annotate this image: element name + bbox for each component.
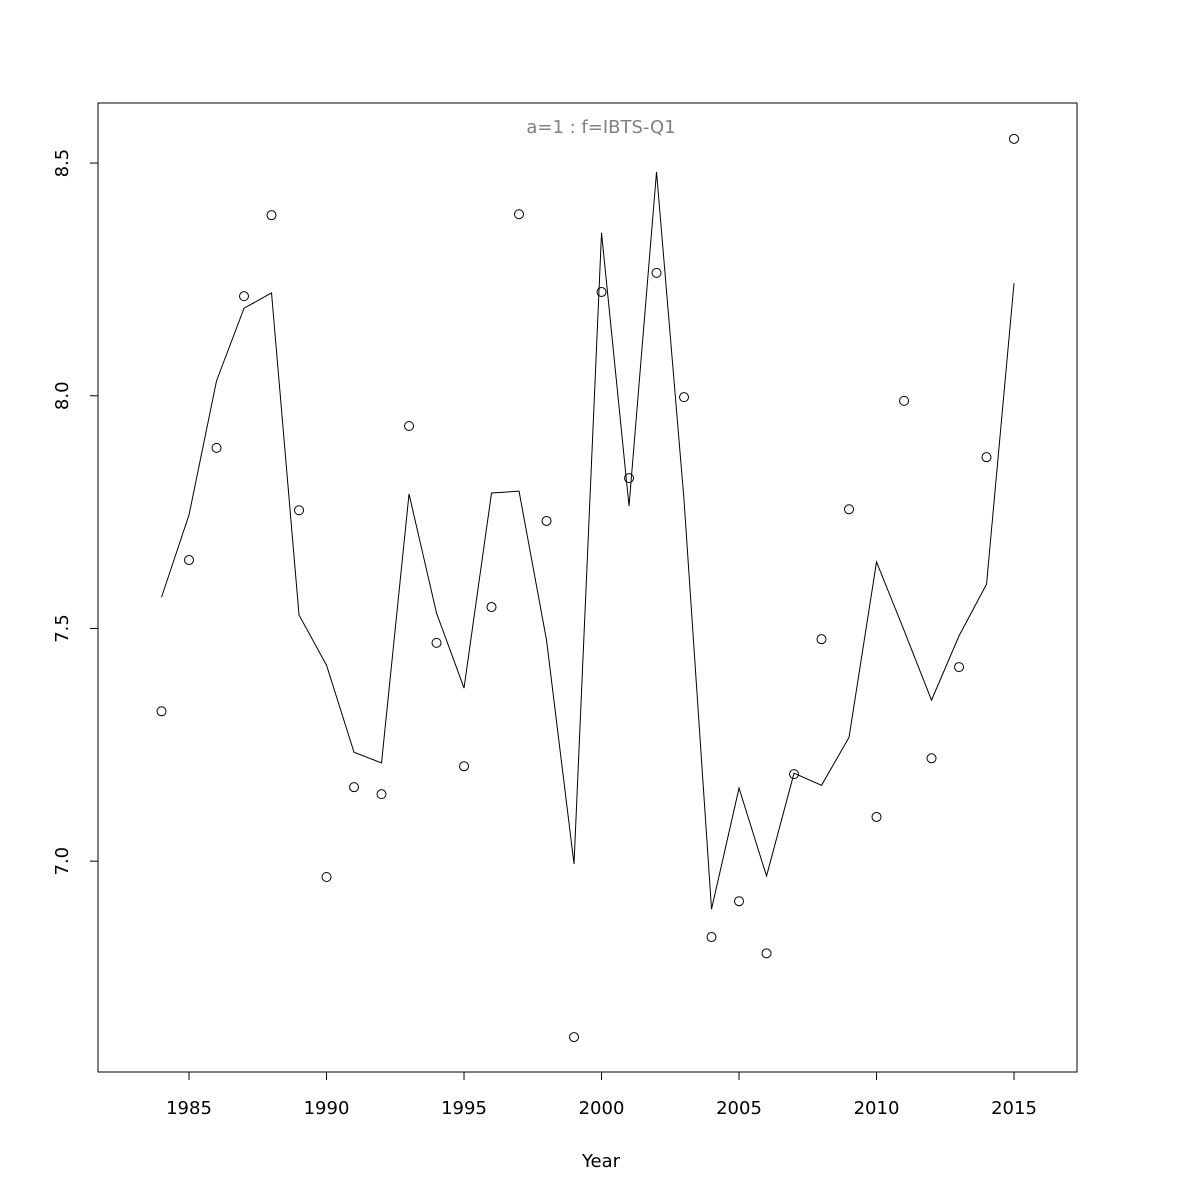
point [431, 637, 442, 648]
x-tick-label: 2010 [854, 1098, 900, 1119]
point [1009, 133, 1020, 144]
point [761, 948, 772, 959]
point [239, 291, 250, 302]
point [844, 504, 855, 515]
point [156, 706, 167, 717]
point [624, 473, 635, 484]
point [266, 210, 277, 221]
point [514, 209, 525, 220]
x-tick-label: 2015 [991, 1098, 1037, 1119]
y-tick-label: 8.5 [52, 149, 73, 178]
point [376, 789, 387, 800]
point [789, 769, 800, 780]
point [459, 761, 470, 772]
point [569, 1032, 580, 1043]
line [161, 171, 1015, 910]
point [184, 555, 195, 566]
x-tick-label: 2005 [716, 1098, 762, 1119]
point [899, 395, 910, 406]
point [349, 782, 360, 793]
x-tick-label: 2000 [579, 1098, 625, 1119]
point [294, 505, 305, 516]
x-tick-label: 1985 [166, 1098, 212, 1119]
point [816, 634, 827, 645]
y-tick-label: 8.0 [52, 381, 73, 410]
point [541, 515, 552, 526]
y-tick-label: 7.5 [52, 614, 73, 643]
point [404, 421, 415, 431]
plot-box [97, 102, 1078, 1073]
point [211, 442, 222, 453]
point [706, 932, 717, 943]
x-tick-label: 1990 [304, 1098, 350, 1119]
y-tick-label: 7.0 [52, 847, 73, 876]
point [651, 267, 662, 278]
point [954, 662, 965, 673]
point [486, 602, 497, 613]
point [734, 896, 745, 907]
point [596, 286, 607, 297]
chart-title: a=1 : f=IBTS-Q1 [526, 117, 675, 138]
point [926, 753, 937, 764]
x-axis-label: Year [581, 1151, 621, 1172]
point [321, 871, 332, 882]
point [679, 392, 690, 403]
x-tick-label: 1995 [441, 1098, 487, 1119]
point [871, 811, 882, 822]
point [981, 452, 992, 463]
